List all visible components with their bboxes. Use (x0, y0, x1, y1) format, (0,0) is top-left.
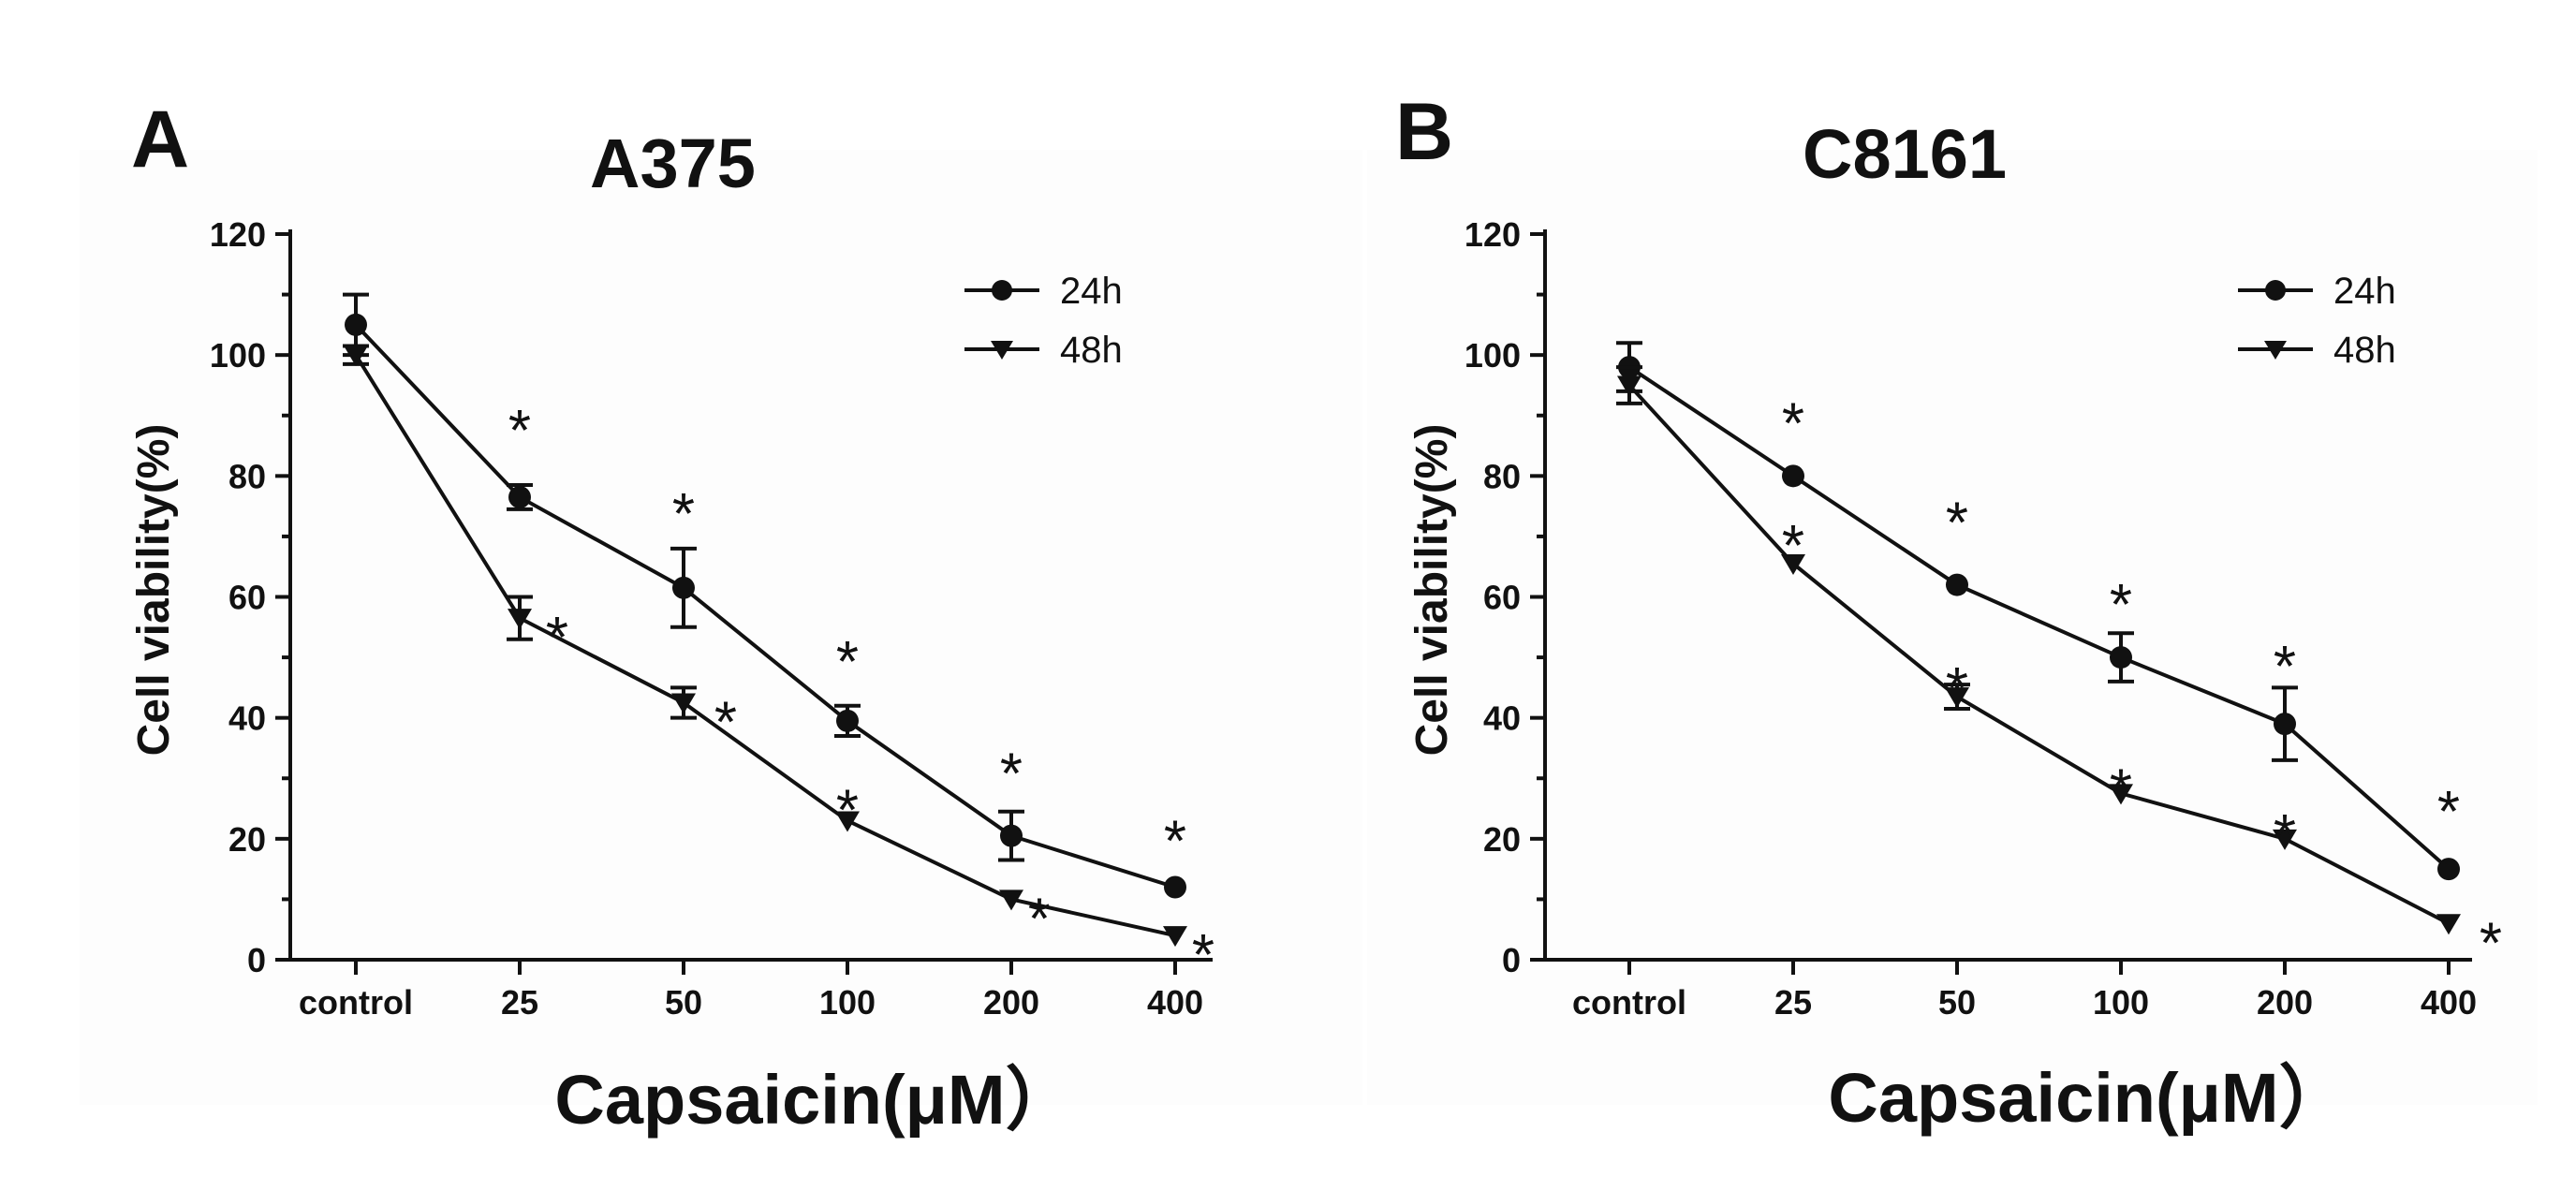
panel-a-y-tick-label: 100 (210, 336, 266, 375)
panel-b-y-axis-label: Cell viability(%) (1407, 424, 1457, 757)
panel-b-point-24h (2110, 646, 2132, 669)
panel-a-letter: A (131, 95, 189, 184)
panel-a-point-48h (344, 346, 368, 367)
panel-b-significance-mark: * (2274, 635, 2296, 699)
panel-b-legend-marker (2264, 341, 2287, 360)
panel-b-significance-mark: * (1782, 514, 1804, 579)
panel-b-series-24h-line (1627, 365, 2451, 871)
panel-a-x-tick-label: 25 (501, 983, 538, 1022)
panel-a-x-axis-label: Capsaicin(μM） (554, 1061, 1074, 1139)
panel-a-point-48h (999, 890, 1023, 911)
panel-a-x-tick-label: 200 (983, 983, 1039, 1022)
panel-b-point-48h (1617, 375, 1641, 397)
panel-a-significance-mark: * (836, 778, 859, 843)
panel-b-y-tick-label: 40 (1483, 699, 1521, 738)
panel-a-point-24h (508, 485, 531, 508)
panel-b-x-tick-label: 50 (1938, 983, 1976, 1022)
panel-b-significance-mark: * (2110, 573, 2132, 638)
panel-b-significance-mark: * (2110, 757, 2132, 822)
panel-a-significance-mark: * (672, 482, 695, 547)
panel-a-point-24h (672, 576, 695, 599)
panel-b-y-tick-label: 0 (1502, 941, 1521, 979)
panel-a-background (80, 150, 1362, 1105)
panel-a-y-tick-label: 0 (247, 941, 266, 979)
panel-a-x-tick-label: 400 (1147, 983, 1203, 1022)
panel-a-y-tick-label: 60 (228, 579, 266, 617)
panel-b-legend-label: 24h (2333, 271, 2396, 312)
panel-b-point-48h (2109, 784, 2133, 805)
panel-b-point-48h (1781, 553, 1805, 575)
panel-b-significance-mark: * (1946, 492, 1968, 556)
panel-b-significance-mark: * (2437, 780, 2460, 845)
panel-a-point-24h (1164, 875, 1186, 899)
panel-b-significance-mark: * (2274, 803, 2296, 868)
panel-b-y-tick-label: 120 (1465, 215, 1521, 254)
panel-b-background (1367, 150, 2538, 1105)
panel-a-y-tick-label: 120 (210, 215, 266, 254)
panel-a-x-tick-label: control (299, 983, 413, 1022)
panel-a-y-tick-label: 40 (228, 699, 266, 738)
panel-a-point-24h (345, 313, 367, 336)
panel-a-significance-mark: * (546, 606, 568, 670)
panel-a-significance-mark: * (508, 399, 531, 463)
panel-a-title: A375 (590, 125, 756, 202)
panel-a-legend-label: 24h (1060, 271, 1123, 312)
panel-a-point-24h (1000, 824, 1023, 847)
panel-b-x-axis-label: Capsaicin(μM） (1828, 1059, 2348, 1137)
panel-a-x-tick-label: 50 (665, 983, 702, 1022)
panel-b-x-tick-label: control (1572, 983, 1686, 1022)
panel-b-significance-mark: * (1782, 391, 1804, 456)
panel-b-letter: B (1395, 87, 1453, 177)
panel-b-legend-marker (2265, 280, 2286, 301)
panel-a-series-48h-line (354, 354, 1176, 938)
panel-b-point-48h (1945, 687, 1969, 709)
panel-b-x-tick-label: 25 (1774, 983, 1812, 1022)
panel-b-x-tick-label: 400 (2421, 983, 2477, 1022)
panel-a-legend-marker (991, 341, 1013, 360)
panel-a-significance-mark: * (1028, 887, 1051, 951)
panel-b-point-24h (2437, 858, 2460, 881)
panel-b-significance-mark: * (2480, 911, 2502, 976)
panel-a-point-48h (508, 609, 532, 630)
panel-b-title: C8161 (1803, 115, 2007, 193)
panel-b-point-24h (2274, 713, 2296, 736)
panel-a-significance-mark: * (1000, 743, 1023, 807)
panel-a-y-axis-label: Cell viability(%) (129, 424, 179, 757)
panel-a-series-24h-line (354, 323, 1176, 890)
panel-a-significance-mark: * (1164, 810, 1186, 875)
panel-b-point-24h (1782, 464, 1804, 488)
panel-a-legend-label: 48h (1060, 330, 1123, 371)
panel-b-significance-mark: * (1946, 656, 1968, 721)
panel-b-point-24h (1946, 573, 1968, 596)
panel-b-point-48h (2436, 914, 2461, 935)
panel-a-y-tick-label: 80 (228, 457, 266, 495)
panel-a-x-tick-label: 100 (819, 983, 876, 1022)
panel-a-legend-marker (992, 280, 1012, 301)
panel-b-y-tick-label: 100 (1465, 336, 1521, 375)
panel-a-significance-mark: * (836, 630, 859, 695)
panel-b-y-tick-label: 60 (1483, 579, 1521, 617)
panel-a-point-48h (1163, 926, 1187, 948)
panel-a-significance-mark: * (1192, 923, 1214, 988)
panel-a-point-48h (835, 811, 860, 832)
panel-a-y-tick-label: 20 (228, 820, 266, 859)
panel-b-legend-label: 48h (2333, 330, 2396, 371)
panel-b-y-tick-label: 20 (1483, 820, 1521, 859)
panel-a-point-48h (671, 693, 696, 714)
panel-b-point-48h (2273, 829, 2297, 850)
panel-a-significance-mark: * (714, 691, 737, 756)
panel-b-y-tick-label: 80 (1483, 457, 1521, 495)
panel-a-point-24h (836, 709, 859, 732)
panel-b-x-tick-label: 200 (2257, 983, 2313, 1022)
panel-b-series-48h-line (1627, 384, 2450, 926)
panel-b-x-tick-label: 100 (2093, 983, 2149, 1022)
